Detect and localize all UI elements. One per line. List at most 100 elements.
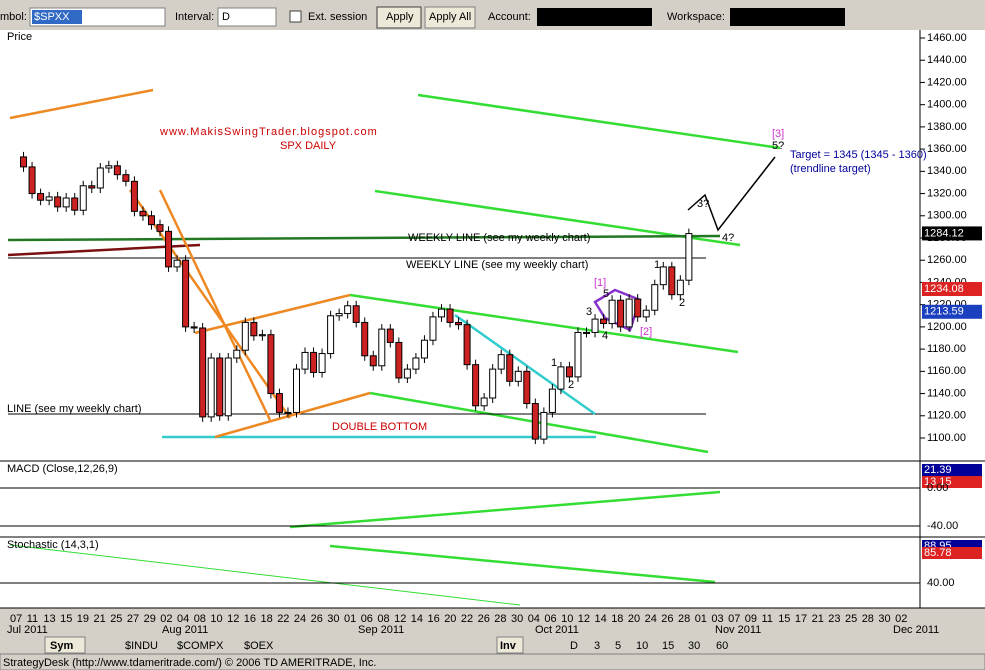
x-tick-label: 18 [261,613,273,625]
badge-label: 13.15 [924,476,952,488]
tab-label[interactable]: $COMPX [177,640,224,652]
y-tick-label: 1180.00 [927,343,966,355]
y-tick-label: 0.00 [927,482,948,494]
tab-label[interactable]: 3 [594,640,600,652]
button-label[interactable]: Apply All [429,11,471,23]
x-tick-label: 21 [812,613,824,625]
tab-label[interactable]: 10 [636,640,648,652]
tab-label[interactable]: 30 [688,640,700,652]
candle [583,331,591,334]
candle [497,354,505,370]
x-tick-label: 28 [862,613,874,625]
candle [105,165,113,169]
tab-label[interactable]: 15 [662,640,674,652]
x-tick-label: 06 [361,613,373,625]
candle [292,368,300,413]
candle [625,298,633,328]
candle [557,366,565,390]
tab-label[interactable]: $INDU [125,640,158,652]
candle [335,313,343,317]
badge [922,547,982,559]
candle [147,215,155,226]
x-tick-label: 10 [210,613,222,625]
x-tick-label: 26 [661,613,673,625]
candle [403,368,411,379]
label: Workspace: [667,11,725,23]
tab-label[interactable]: Inv [500,640,517,652]
candle [54,196,62,208]
candle [190,326,198,329]
badge-label: 85.78 [924,547,952,559]
symbol[interactable]: $SPXX [34,11,70,23]
annotation: www.MakisSwingTrader.blogspot.com [159,126,378,138]
candle [412,357,420,370]
candle [634,298,642,318]
y-tick-label: 1100.00 [927,432,966,444]
y-tick-label: 1200.00 [927,321,967,333]
candle [523,370,531,405]
candle [386,328,394,343]
x-tick-label: 25 [845,613,857,625]
annotation: [2] [640,326,652,338]
x-tick-label: 21 [94,613,106,625]
tab[interactable] [44,636,86,654]
candle [344,305,352,315]
annotation: 1 [551,357,557,369]
account-box[interactable] [537,8,652,26]
x-tick-label: 07 [10,613,22,625]
candle [565,366,573,378]
annotation: 2 [568,379,574,391]
candle [438,308,445,318]
candle [352,305,360,323]
tab-label[interactable]: 60 [716,640,728,652]
tab[interactable] [496,636,524,654]
candle [96,167,104,189]
candle [540,411,548,440]
price-badge-label: 1234.08 [924,283,964,295]
x-tick-label: 30 [511,613,523,625]
interval-box[interactable] [217,7,277,27]
candle [241,321,249,351]
button[interactable] [376,6,422,29]
interval[interactable]: D [222,11,230,23]
button-label[interactable]: Apply [386,11,414,23]
candle [361,321,369,357]
candle [659,266,667,286]
button[interactable] [424,6,476,29]
label: Interval: [175,11,214,23]
x-tick-label: 13 [43,613,55,625]
badge [922,476,982,488]
candle [62,197,70,208]
annotation: SPX DAILY [280,140,337,152]
x-tick-label: 30 [327,613,339,625]
candle [668,266,676,296]
candle [548,388,556,413]
x-tick-label: 14 [595,613,607,625]
tab-label[interactable]: $OEX [244,640,274,652]
y-tick-label: 40.00 [927,577,955,589]
workspace-box[interactable] [730,8,845,26]
x-tick-label: 19 [77,613,89,625]
y-tick-label: 1340.00 [927,165,967,177]
x-tick-label: 11 [27,613,38,625]
tab-label[interactable]: 5 [615,640,621,652]
candle [20,156,28,168]
annotation: 1 [654,259,660,271]
x-tick-label: 12 [227,613,239,625]
candle [182,259,190,328]
candle [130,180,138,212]
y-tick-label: 1400.00 [927,99,967,111]
candle [173,259,181,268]
candle [250,321,258,337]
label: mbol: [0,11,27,23]
candle [37,193,45,201]
candle [617,299,625,328]
tab-label[interactable]: D [570,640,578,652]
checkbox[interactable] [289,10,302,23]
x-tick-label: 26 [478,613,490,625]
x-tick-label: 16 [428,613,440,625]
x-tick-label: 01 [695,613,707,625]
candle [642,309,650,318]
tab-label[interactable]: Sym [50,640,73,652]
candle [600,318,608,325]
